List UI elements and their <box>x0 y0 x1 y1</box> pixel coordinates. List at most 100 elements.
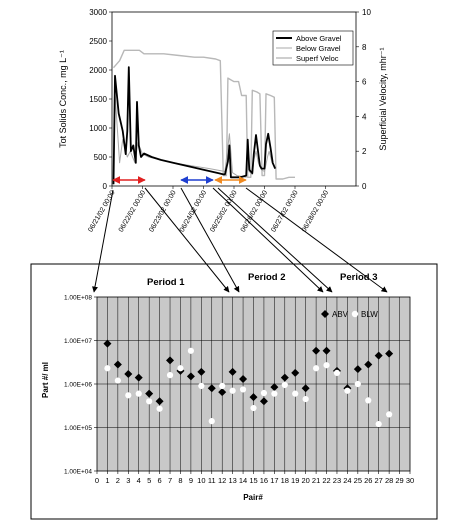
top-left-tick-label: 0 <box>103 182 108 191</box>
bottom-chart: 1.00E+04 1.00E+05 1.00E+06 1.00E+07 1.00E+08… <box>30 263 438 520</box>
point-abv <box>374 351 383 360</box>
top-x-tick-label: 06/28/02 00:00 <box>301 189 330 233</box>
point-abv <box>270 383 279 392</box>
connector-arrow-period-3-start <box>217 187 333 293</box>
top-legend: Above Gravel Below Gravel Superf Veloc <box>272 30 354 66</box>
point-abv <box>301 384 310 393</box>
point-blw <box>156 405 163 412</box>
point-abv <box>145 389 154 398</box>
bottom-x-tick-label: 22 <box>322 476 330 485</box>
bottom-x-tick-label: 10 <box>197 476 205 485</box>
connector-arrow-period-1-end <box>144 187 230 293</box>
top-x-tick-label: 06/25/02 00:00 <box>209 189 238 233</box>
point-blw <box>333 369 341 376</box>
period-1-label: Period 1 <box>147 277 185 288</box>
point-abv <box>249 393 258 402</box>
point-abv <box>385 349 394 358</box>
point-abv <box>228 367 237 376</box>
point-abv <box>322 346 331 355</box>
bottom-x-tick-label: 26 <box>364 476 372 485</box>
bottom-x-tick-label: 1 <box>105 476 109 485</box>
bottom-x-tick-label: 9 <box>189 476 193 485</box>
bottom-y-tick-label: 1.00E+08 <box>64 295 92 302</box>
bottom-x-tick-label: 6 <box>158 476 162 485</box>
point-abv <box>124 369 133 378</box>
legend-label-blw: BLW <box>361 310 378 319</box>
bottom-x-tick-label: 25 <box>354 476 362 485</box>
point-blw <box>219 382 226 390</box>
legend-marker-blw <box>351 310 359 318</box>
bottom-legend: ABV BLW <box>321 310 378 319</box>
top-left-tick-label: 1000 <box>89 124 107 133</box>
point-blw <box>281 381 288 389</box>
point-blw <box>323 362 330 369</box>
point-blw <box>386 411 393 418</box>
top-right-tick-label: 4 <box>362 112 367 121</box>
bottom-x-tick-label: 14 <box>239 476 247 485</box>
top-left-tick-label: 500 <box>94 153 108 162</box>
top-x-tick-label: 06/27/02 00:00 <box>270 189 299 233</box>
point-blw <box>250 404 257 412</box>
connector-arrows <box>92 187 388 293</box>
bottom-x-tick-label: 30 <box>406 476 414 485</box>
bottom-y-tick-label: 1.00E+06 <box>64 382 92 389</box>
point-blw <box>229 387 236 394</box>
bottom-x-tick-label: 27 <box>375 476 383 485</box>
point-abv <box>113 360 122 369</box>
point-blw <box>135 390 142 397</box>
bottom-x-tick-label: 13 <box>228 476 236 485</box>
bottom-x-tick-label: 24 <box>343 476 351 485</box>
bottom-points <box>103 339 394 428</box>
point-blw <box>166 372 174 379</box>
point-abv <box>155 397 164 406</box>
point-blw <box>375 420 382 428</box>
point-abv <box>103 339 112 348</box>
bottom-x-tick-label: 29 <box>395 476 403 485</box>
point-blw <box>177 365 184 372</box>
point-abv <box>280 373 289 382</box>
bottom-x-tick-label: 19 <box>291 476 299 485</box>
top-right-axis-title: Superficial Velocity, mhr⁻¹ <box>378 47 388 150</box>
top-left-tick-label: 3000 <box>89 8 107 17</box>
bottom-x-axis-ticks: 0 1 2 3 4 5 6 7 8 9 10 11 12 13 14 15 16 17 18 19 20 21 22 23 24… <box>95 471 414 485</box>
bottom-x-tick-label: 17 <box>270 476 278 485</box>
point-abv <box>259 397 268 406</box>
series-line-above-gravel <box>112 66 277 185</box>
bottom-x-axis-title: Pair# <box>243 493 263 502</box>
point-abv <box>353 365 362 374</box>
bottom-x-tick-label: 7 <box>168 476 172 485</box>
top-right-tick-label: 6 <box>362 78 367 87</box>
bottom-y-tick-label: 1.00E+07 <box>64 338 92 345</box>
point-abv <box>312 346 321 355</box>
point-abv <box>218 388 227 397</box>
point-abv <box>197 367 206 376</box>
bottom-y-tick-label: 1.00E+05 <box>64 425 92 432</box>
bottom-x-tick-label: 8 <box>178 476 182 485</box>
top-right-tick-label: 10 <box>362 8 371 17</box>
top-x-tick-label: 06/23/02 00:00 <box>148 189 177 233</box>
point-blw <box>146 398 153 405</box>
point-blw <box>365 397 372 404</box>
top-right-tick-label: 8 <box>362 43 367 52</box>
bottom-x-tick-label: 0 <box>95 476 99 485</box>
point-blw <box>271 390 278 397</box>
point-blw <box>313 365 320 372</box>
point-abv <box>166 356 175 365</box>
bottom-grid <box>97 297 410 471</box>
point-blw <box>344 387 351 394</box>
top-left-tick-label: 2000 <box>89 66 107 75</box>
top-right-tick-label: 2 <box>362 147 367 156</box>
top-left-axis-ticks: 0 500 1000 1500 2000 2500 3000 <box>89 8 112 191</box>
bottom-x-tick-label: 2 <box>116 476 120 485</box>
bottom-x-tick-label: 11 <box>208 476 216 485</box>
top-chart: 0 500 1000 1500 2000 2500 3000 0 2 4 6 8 10 06/21/0… <box>58 8 388 233</box>
top-left-tick-label: 2500 <box>89 37 107 46</box>
bottom-x-tick-label: 15 <box>249 476 257 485</box>
legend-label-below-gravel: Below Gravel <box>296 44 341 53</box>
bottom-x-tick-label: 3 <box>126 476 130 485</box>
top-x-tick-label: 06/22/02 00:00 <box>118 189 147 233</box>
period-2-label: Period 2 <box>248 272 286 283</box>
point-abv <box>239 375 248 384</box>
point-blw <box>104 365 111 372</box>
bottom-y-axis-title: Part #/ ml <box>41 362 50 398</box>
